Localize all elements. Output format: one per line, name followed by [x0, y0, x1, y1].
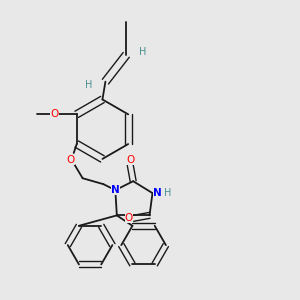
- Text: H: H: [139, 47, 146, 57]
- Text: O: O: [126, 154, 134, 164]
- Text: O: O: [67, 155, 75, 165]
- Text: N: N: [111, 185, 120, 195]
- Text: N: N: [153, 188, 161, 198]
- Text: O: O: [50, 109, 59, 119]
- Text: H: H: [164, 188, 171, 198]
- Text: H: H: [85, 80, 93, 90]
- Text: O: O: [124, 213, 133, 224]
